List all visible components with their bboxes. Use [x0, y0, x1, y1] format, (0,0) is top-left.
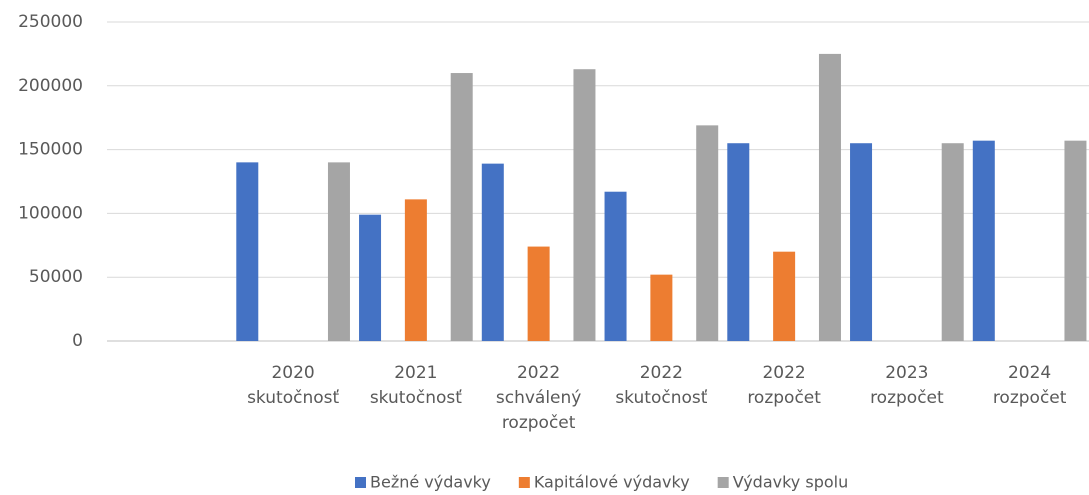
- x-tick-line: skutočnosť: [370, 388, 462, 408]
- x-tick-label: 2024 rozpočet: [993, 363, 1067, 408]
- x-tick-line: rozpočet: [870, 388, 944, 408]
- x-tick-line: 2020: [271, 363, 314, 383]
- bar: [650, 274, 673, 341]
- bar: [850, 143, 873, 341]
- x-tick-line: 2022: [762, 363, 805, 383]
- bar: [404, 199, 427, 341]
- legend-label: Výdavky spolu: [733, 473, 849, 492]
- y-tick-label: 150000: [18, 140, 83, 160]
- x-tick-line: rozpočet: [747, 388, 821, 408]
- x-tick-line: 2022: [517, 363, 560, 383]
- bar: [1064, 140, 1087, 341]
- legend: Bežné výdavky Kapitálové výdavky Výdavky s…: [355, 473, 848, 492]
- x-tick-label: 2022 skutočnosť: [615, 363, 707, 408]
- bar: [236, 162, 259, 341]
- bar: [696, 125, 719, 341]
- bar: [972, 140, 995, 341]
- x-tick-line: rozpočet: [502, 413, 576, 433]
- y-tick-label: 200000: [18, 76, 83, 96]
- bar: [450, 73, 473, 341]
- x-tick-line: schválený: [496, 388, 581, 408]
- x-tick-line: rozpočet: [993, 388, 1067, 408]
- bar: [727, 143, 750, 341]
- legend-label: Bežné výdavky: [370, 473, 491, 492]
- legend-swatch: [355, 477, 366, 488]
- bar: [573, 69, 596, 341]
- x-tick-label: 2022 rozpočet: [747, 363, 821, 408]
- bar: [327, 162, 350, 341]
- x-tick-label: 2023 rozpočet: [870, 363, 944, 408]
- x-tick-line: skutočnosť: [615, 388, 707, 408]
- bar: [773, 251, 796, 341]
- bar: [359, 214, 382, 341]
- x-tick-line: 2024: [1008, 363, 1051, 383]
- x-tick-line: 2021: [394, 363, 437, 383]
- x-tick-line: skutočnosť: [247, 388, 339, 408]
- x-tick-line: 2023: [885, 363, 928, 383]
- bar: [527, 246, 550, 341]
- bar: [941, 143, 964, 341]
- y-tick-label: 0: [72, 331, 83, 351]
- bar: [818, 53, 841, 342]
- y-tick-label: 50000: [29, 267, 83, 287]
- x-tick-label: 2021 skutočnosť: [370, 363, 462, 408]
- y-tick-label: 250000: [18, 12, 83, 32]
- bar: [481, 163, 504, 341]
- legend-label: Kapitálové výdavky: [534, 473, 690, 492]
- y-tick-label: 100000: [18, 203, 83, 223]
- x-tick-label: 2022 schválený rozpočet: [496, 363, 581, 433]
- bar: [604, 191, 627, 341]
- legend-swatch: [717, 477, 729, 488]
- x-tick-label: 2020 skutočnosť: [247, 363, 339, 408]
- legend-swatch: [518, 477, 530, 488]
- x-tick-line: 2022: [640, 363, 683, 383]
